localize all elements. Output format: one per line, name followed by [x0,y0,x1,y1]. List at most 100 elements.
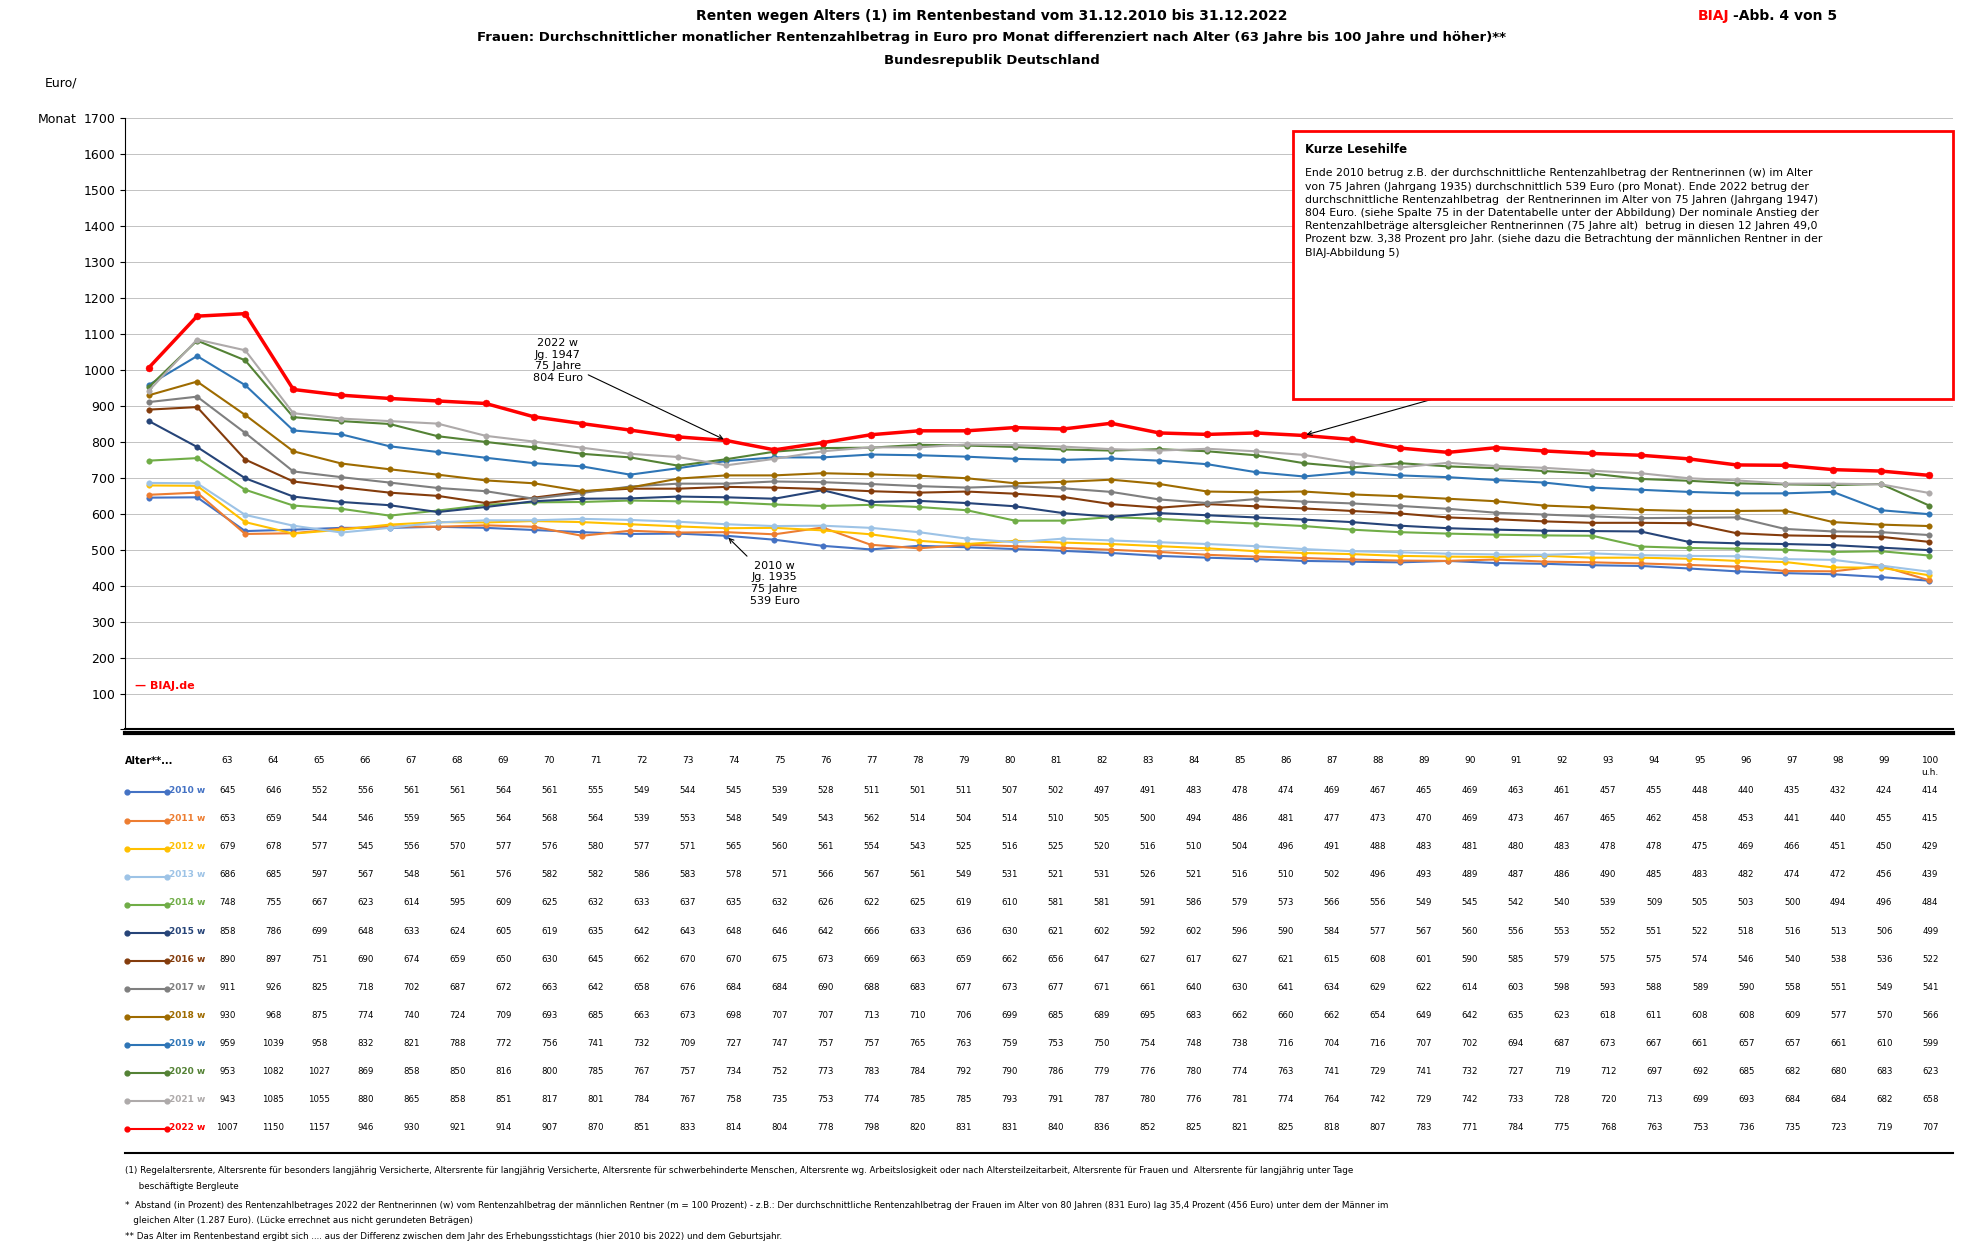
Text: 72: 72 [636,756,646,764]
Text: 608: 608 [1736,1010,1754,1020]
Text: 586: 586 [1185,898,1201,908]
Text: 546: 546 [1736,955,1754,964]
Text: 679: 679 [218,843,236,852]
Text: 765: 765 [910,1039,926,1047]
Text: 554: 554 [862,843,880,852]
Text: 751: 751 [311,955,327,964]
Text: 719: 719 [1875,1124,1891,1132]
Text: 661: 661 [1140,983,1156,991]
Text: 831: 831 [1001,1124,1017,1132]
Text: 724: 724 [448,1010,466,1020]
Text: 503: 503 [1736,898,1754,908]
Text: 741: 741 [1415,1067,1431,1076]
Text: 596: 596 [1231,927,1247,935]
Text: 788: 788 [448,1039,466,1047]
Text: 504: 504 [955,814,971,823]
Text: 469: 469 [1461,814,1477,823]
Text: 467: 467 [1554,814,1570,823]
Text: 635: 635 [725,898,741,908]
Text: 66: 66 [359,756,371,764]
Text: 70: 70 [543,756,555,764]
Text: 2018 w: 2018 w [168,1010,204,1020]
Text: 585: 585 [1506,955,1524,964]
Text: 657: 657 [1784,1039,1800,1047]
Text: 485: 485 [1645,870,1661,879]
Text: 633: 633 [402,927,420,935]
Text: 590: 590 [1461,955,1477,964]
Text: 560: 560 [1461,927,1477,935]
Text: 821: 821 [1231,1124,1247,1132]
Text: 619: 619 [541,927,557,935]
Text: Ende 2010 betrug z.B. der durchschnittliche Rentenzahlbetrag der Rentnerinnen (w: Ende 2010 betrug z.B. der durchschnittli… [1304,168,1821,258]
Text: 685: 685 [266,870,281,879]
Text: 553: 553 [680,814,696,823]
Text: 545: 545 [357,843,373,852]
Text: 689: 689 [1092,1010,1110,1020]
Text: 784: 784 [632,1095,650,1104]
Text: 2010 w
Jg. 1935
75 Jahre
539 Euro: 2010 w Jg. 1935 75 Jahre 539 Euro [729,539,799,606]
Text: 602: 602 [1185,927,1201,935]
Text: 549: 549 [1415,898,1431,908]
Text: 712: 712 [1599,1067,1615,1076]
Text: 858: 858 [448,1095,466,1104]
Text: 684: 684 [1784,1095,1800,1104]
Text: 2016 w: 2016 w [168,955,204,964]
Text: 914: 914 [496,1124,511,1132]
Text: 735: 735 [1784,1124,1800,1132]
Text: 693: 693 [1736,1095,1754,1104]
Text: 576: 576 [496,870,511,879]
Text: 953: 953 [218,1067,236,1076]
Text: 648: 648 [725,927,741,935]
Text: 787: 787 [1092,1095,1110,1104]
Text: Bundesrepublik Deutschland: Bundesrepublik Deutschland [884,54,1098,66]
Text: 491: 491 [1324,843,1340,852]
Text: 1055: 1055 [307,1095,331,1104]
Text: 783: 783 [1415,1124,1431,1132]
Text: 825: 825 [1185,1124,1201,1132]
Text: 650: 650 [496,955,511,964]
Text: 617: 617 [1185,955,1201,964]
Text: 473: 473 [1506,814,1524,823]
Text: 490: 490 [1599,870,1615,879]
Text: 753: 753 [1046,1039,1064,1047]
Text: 611: 611 [1645,1010,1661,1020]
Text: 750: 750 [1092,1039,1110,1047]
Text: 549: 549 [1875,983,1891,991]
Text: Frauen: Durchschnittlicher monatlicher Rentenzahlbetrag in Euro pro Monat differ: Frauen: Durchschnittlicher monatlicher R… [478,31,1504,44]
Text: 623: 623 [1921,1067,1938,1076]
Text: 578: 578 [725,870,741,879]
Text: 630: 630 [541,955,557,964]
Text: 539: 539 [632,814,650,823]
Text: 619: 619 [955,898,971,908]
Text: 499: 499 [1921,927,1936,935]
Text: 630: 630 [1001,927,1017,935]
Text: 709: 709 [496,1010,511,1020]
Text: 555: 555 [587,787,603,796]
Text: 496: 496 [1276,843,1294,852]
Text: 511: 511 [862,787,880,796]
Text: 825: 825 [311,983,327,991]
Text: 622: 622 [1415,983,1431,991]
Text: 542: 542 [1506,898,1524,908]
Text: 87: 87 [1326,756,1338,764]
Text: 816: 816 [496,1067,511,1076]
Text: 553: 553 [1554,927,1570,935]
Text: 836: 836 [1092,1124,1110,1132]
Text: 99: 99 [1877,756,1889,764]
Text: 695: 695 [1140,1010,1156,1020]
Text: 605: 605 [496,927,511,935]
Text: 926: 926 [266,983,281,991]
Text: 521: 521 [1046,870,1064,879]
Text: 453: 453 [1736,814,1754,823]
Text: 549: 549 [771,814,787,823]
Text: 484: 484 [1921,898,1938,908]
Text: 599: 599 [1921,1039,1936,1047]
Text: 643: 643 [680,927,696,935]
Text: 699: 699 [311,927,327,935]
Text: 73: 73 [682,756,694,764]
Text: 670: 670 [680,955,696,964]
Text: 440: 440 [1736,787,1754,796]
Text: 776: 776 [1185,1095,1201,1104]
Text: 98: 98 [1831,756,1843,764]
Text: 897: 897 [266,955,281,964]
